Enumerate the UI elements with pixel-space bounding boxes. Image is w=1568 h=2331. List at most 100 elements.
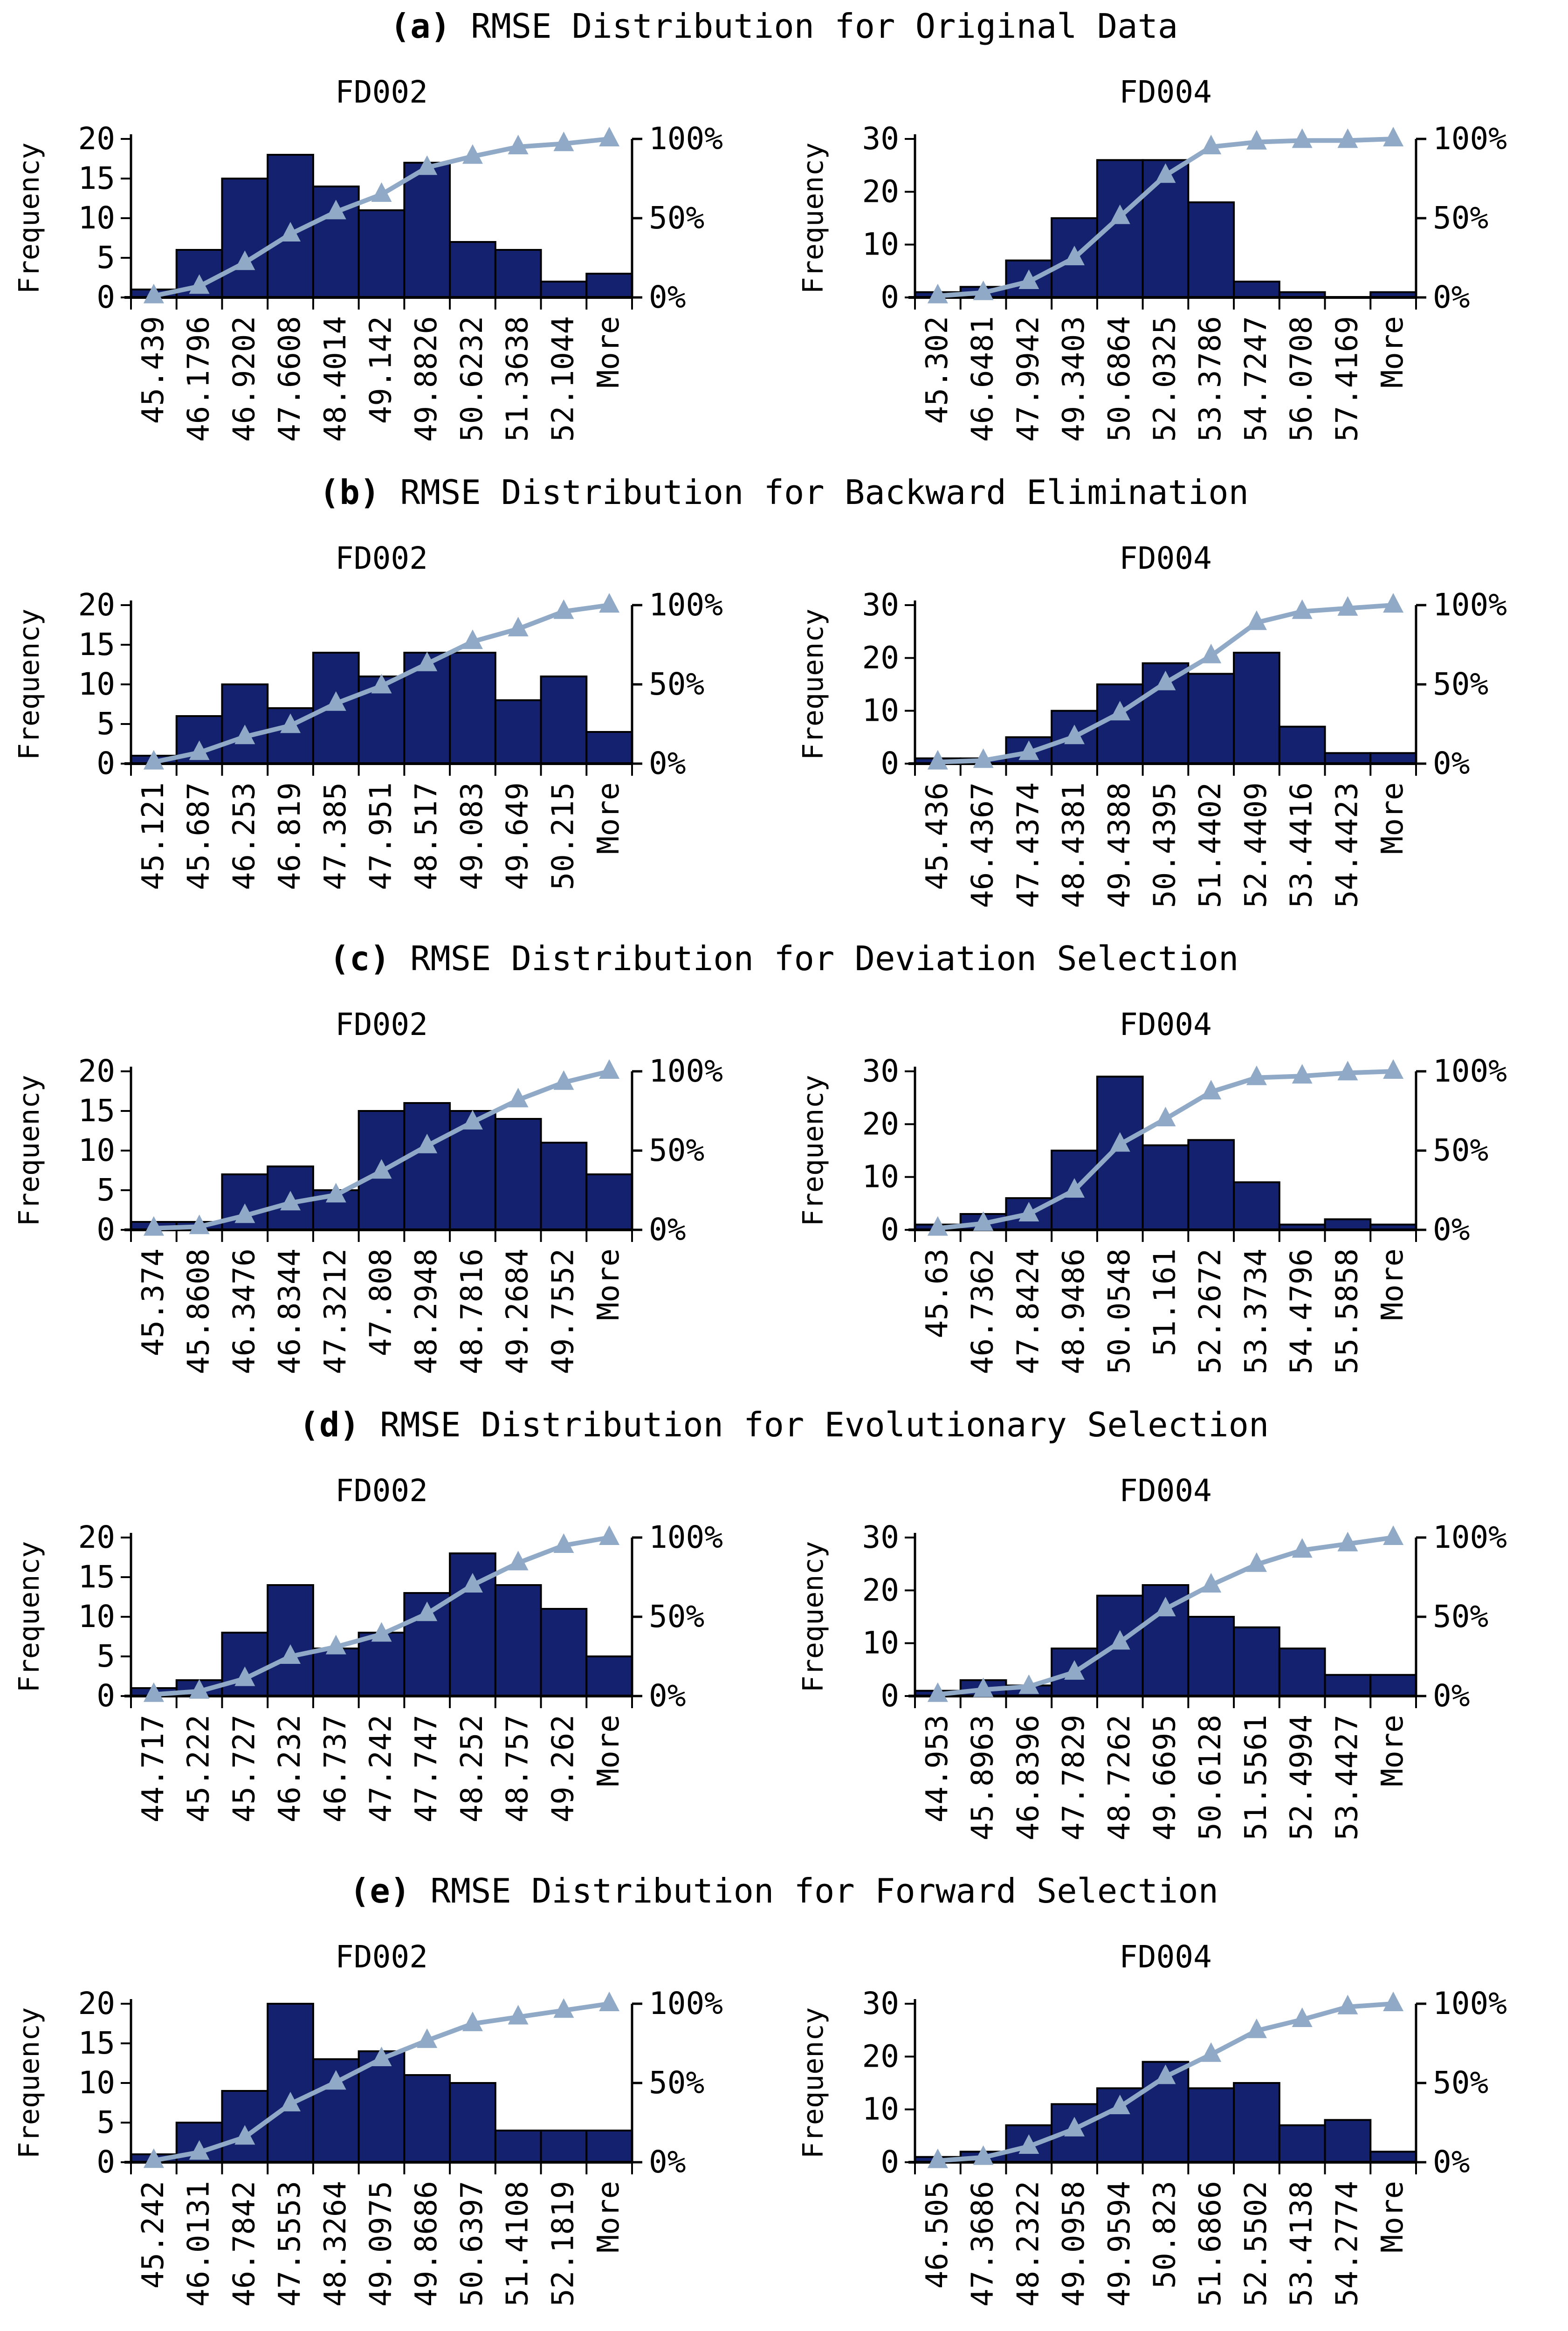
right-tick-label: 50% — [1433, 2065, 1488, 2101]
x-category-label: 47.747 — [409, 1715, 444, 1822]
left-tick-label: 20 — [78, 121, 115, 157]
triangle-marker — [143, 283, 164, 303]
histogram-bar — [267, 1584, 314, 1697]
histogram-bar — [540, 2130, 588, 2163]
panel-d: (d) RMSE Distribution for Evolutionary S… — [0, 1399, 1568, 1865]
histogram-bar — [403, 162, 451, 298]
x-category-label: 46.232 — [273, 1715, 307, 1822]
right-tick-label: 0% — [1433, 1212, 1470, 1248]
cumulative-line — [927, 1525, 1404, 1702]
triangle-marker — [1018, 2134, 1039, 2154]
left-tick-label: 15 — [78, 2025, 115, 2061]
x-axis-ticks — [130, 2162, 633, 2174]
right-axis-ticks: 0% 50% 100% — [632, 1986, 723, 2180]
triangle-marker — [189, 1679, 210, 1699]
triangle-marker — [1201, 135, 1222, 154]
x-axis-ticks — [914, 1230, 1417, 1242]
chart-title: FD002 — [335, 74, 428, 110]
histogram-bar — [585, 273, 633, 298]
x-category-label: 46.1796 — [182, 316, 216, 442]
triangle-marker — [462, 629, 483, 649]
x-category-label: 48.757 — [501, 1715, 535, 1822]
right-tick-label: 0% — [1433, 2144, 1470, 2180]
x-category-label: 53.3786 — [1193, 316, 1228, 442]
x-category-label: 47.7829 — [1057, 1715, 1091, 1841]
x-category-label: 49.083 — [455, 782, 489, 890]
triangle-marker — [553, 131, 574, 152]
histogram-bar — [449, 2082, 496, 2163]
x-category-label: 50.823 — [1148, 2181, 1183, 2289]
triangle-marker — [1064, 1660, 1085, 1680]
x-category-label: 50.6864 — [1102, 316, 1137, 442]
triangle-marker — [973, 1211, 994, 1231]
x-category-label: 47.951 — [364, 782, 399, 890]
left-tick-label: 30 — [862, 1519, 899, 1555]
pareto-chart-svg: FD002 0 5 10 15 20 0% 50% 100% 44.717 45.222 45.727… — [13, 1473, 723, 1822]
triangle-marker — [417, 651, 438, 671]
y-axis-label: Frequency — [797, 142, 830, 294]
triangle-marker — [417, 1133, 438, 1153]
cumulative-line — [927, 1992, 1404, 2168]
panel-c: (c) RMSE Distribution for Deviation Sele… — [0, 932, 1568, 1399]
x-category-label: 50.215 — [546, 782, 580, 890]
right-tick-label: 0% — [1433, 745, 1470, 781]
x-category-label: 52.1044 — [546, 316, 580, 442]
chart-b-fd002: FD002 0 5 10 15 20 0% 50% 100% 45.121 45.687 46.253… — [0, 512, 784, 932]
y-axis-label: Frequency — [13, 142, 46, 294]
left-tick-label: 5 — [96, 1638, 115, 1674]
triangle-marker — [553, 1070, 574, 1090]
triangle-marker — [371, 674, 392, 694]
triangle-marker — [325, 1634, 346, 1655]
triangle-marker — [1155, 163, 1176, 183]
x-category-label: 57.4169 — [1330, 316, 1364, 442]
x-category-label: 53.3734 — [1239, 1248, 1273, 1374]
histogram-bar — [403, 2074, 451, 2163]
triangle-marker — [508, 617, 529, 636]
chart-title: FD002 — [335, 1007, 428, 1042]
histogram-bar — [540, 1608, 588, 1697]
triangle-marker — [325, 691, 346, 711]
chart-title: FD004 — [1119, 1007, 1212, 1042]
x-category-label: 50.6128 — [1193, 1715, 1228, 1841]
histogram-bar — [1324, 1674, 1372, 1697]
x-axis-labels: 45.302 46.6481 47.9942 49.3403 50.6864 52.032… — [920, 316, 1410, 442]
chart-e-fd002: FD002 0 5 10 15 20 0% 50% 100% 45.242 46.0131 46.78… — [0, 1910, 784, 2331]
triangle-marker — [1155, 2064, 1176, 2084]
x-category-label: 54.4423 — [1330, 782, 1364, 908]
x-category-label: 45.63 — [920, 1248, 955, 1338]
left-tick-label: 20 — [862, 640, 899, 676]
histogram-bar — [449, 241, 496, 298]
histogram-bar — [585, 1173, 633, 1231]
right-axis-ticks: 0% 50% 100% — [1416, 121, 1507, 315]
triangle-marker — [325, 2070, 346, 2090]
triangle-marker — [371, 1159, 392, 1179]
x-axis-ticks — [130, 1696, 633, 1708]
x-category-label: 45.8608 — [182, 1248, 216, 1374]
x-category-label: 49.0975 — [364, 2181, 399, 2307]
histogram-bars — [130, 2003, 633, 2163]
histogram-bar — [494, 249, 542, 298]
triangle-marker — [1246, 1065, 1267, 1085]
x-category-label: 53.4138 — [1285, 2181, 1319, 2307]
triangle-marker — [1292, 2007, 1313, 2027]
x-axis-labels: 45.436 46.4367 47.4374 48.4381 49.4388 50.439… — [920, 782, 1410, 908]
histogram-bar — [221, 1632, 269, 1697]
right-tick-label: 50% — [649, 2065, 704, 2101]
pareto-chart-svg: FD004 0 10 20 30 0% 50% 100% 45.436 46.4367 47.437… — [797, 540, 1507, 908]
x-axis-ticks — [914, 764, 1417, 776]
histogram-bar — [267, 2003, 314, 2163]
x-category-label: 45.222 — [182, 1715, 216, 1822]
x-category-label: 45.436 — [920, 782, 955, 890]
x-category-label: 44.953 — [920, 1715, 955, 1822]
triangle-marker — [599, 1059, 620, 1079]
x-category-label: 52.4409 — [1239, 782, 1273, 908]
triangle-marker — [1383, 1525, 1404, 1545]
histogram-bar — [1233, 1181, 1280, 1231]
triangle-marker — [417, 1601, 438, 1621]
triangle-marker — [553, 1998, 574, 2018]
histogram-bar — [540, 1142, 588, 1231]
triangle-marker — [1337, 128, 1358, 148]
triangle-marker — [599, 127, 620, 146]
triangle-marker — [599, 1525, 620, 1545]
